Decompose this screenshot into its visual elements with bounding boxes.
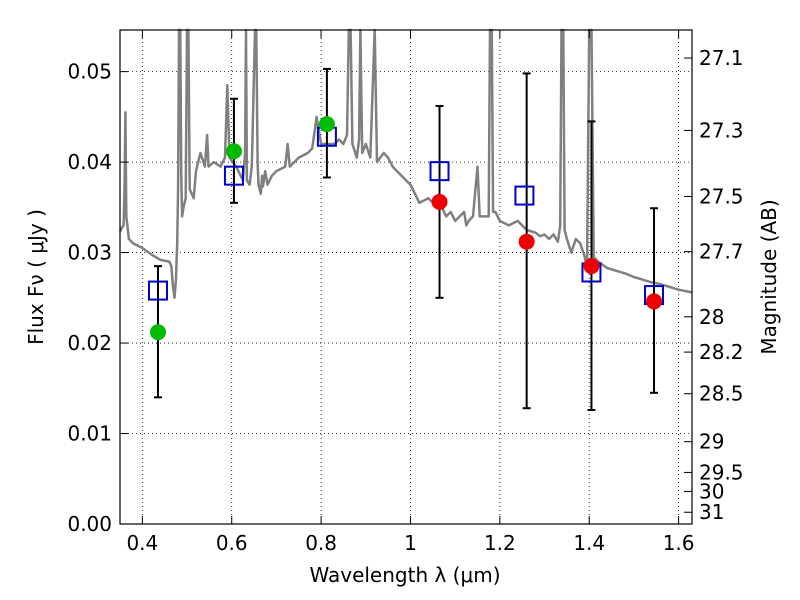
y-axis-ticks: 0.00 0.01 0.02 0.03 0.04 0.05 xyxy=(67,60,128,536)
photometry-point xyxy=(225,143,242,160)
right-tick-label: 31 xyxy=(699,500,724,524)
x-tick-label: 0.8 xyxy=(305,531,337,555)
y-axis-label: Flux Fν ( μJy ) xyxy=(24,209,48,345)
right-tick-label: 27.1 xyxy=(699,46,744,70)
right-tick-label: 27.3 xyxy=(699,118,744,142)
x-tick-label: 1.2 xyxy=(484,531,516,555)
y-tick-label: 0.05 xyxy=(67,60,112,84)
x-tick-label: 1.6 xyxy=(663,531,695,555)
right-tick-label: 29 xyxy=(699,430,724,454)
right-tick-label: 29.5 xyxy=(699,460,744,484)
photometry-point xyxy=(583,258,600,275)
photometry-point xyxy=(149,324,166,341)
spectrum-line xyxy=(118,28,693,300)
y-tick-label: 0.01 xyxy=(67,422,112,446)
x-axis-label: Wavelength λ (μm) xyxy=(309,563,500,587)
model-flux-square xyxy=(429,161,450,182)
x-tick-label: 1 xyxy=(404,531,417,555)
right-tick-label: 27.5 xyxy=(699,184,744,208)
model-flux-square xyxy=(223,165,244,186)
model-flux-square xyxy=(514,185,535,206)
x-tick-label: 1.4 xyxy=(573,531,605,555)
right-tick-label: 30 xyxy=(699,479,724,503)
y-tick-label: 0.03 xyxy=(67,241,112,265)
y-tick-label: 0.02 xyxy=(67,331,112,355)
x-axis-ticks: 0.4 0.6 0.8 1 1.2 1.4 1.6 xyxy=(126,30,695,555)
plot-frame xyxy=(119,29,693,525)
photometry-point xyxy=(518,233,535,250)
x-tick-label: 0.6 xyxy=(216,531,248,555)
right-tick-label: 27.7 xyxy=(699,240,744,264)
grid-lines xyxy=(120,30,692,525)
photometry-points xyxy=(149,116,663,341)
model-flux-square xyxy=(147,280,168,301)
y-tick-label: 0.04 xyxy=(67,150,112,174)
photometry-point xyxy=(431,193,448,210)
photometry-point xyxy=(646,293,663,310)
model-spectrum xyxy=(118,28,693,300)
x-tick-label: 0.4 xyxy=(126,531,158,555)
right-axis-label: Magnitude (AB) xyxy=(757,199,781,354)
y-tick-label: 0.00 xyxy=(67,512,112,536)
right-tick-label: 28.5 xyxy=(699,382,744,406)
right-tick-label: 28 xyxy=(699,305,724,329)
photometry-point xyxy=(318,116,335,133)
right-tick-label: 28.2 xyxy=(699,340,744,364)
